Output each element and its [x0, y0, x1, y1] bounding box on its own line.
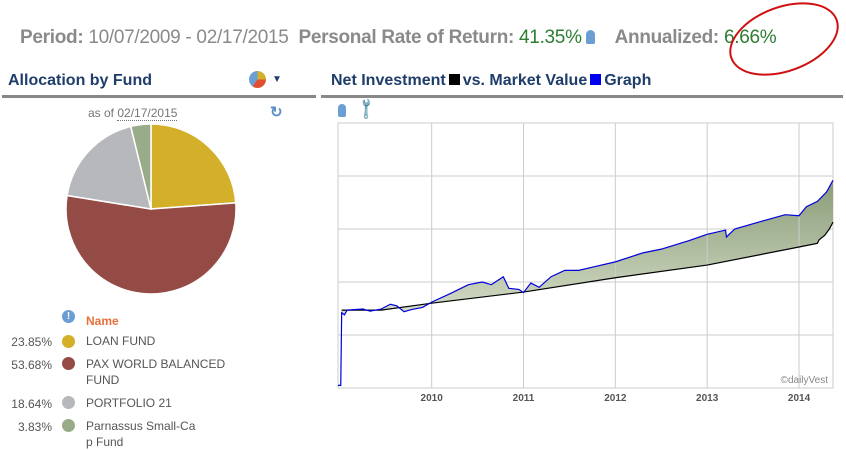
graph-title: Net Investment vs. Market Value Graph	[331, 72, 651, 90]
x-tick-label: 2014	[788, 393, 811, 404]
watermark: ©dailyVest	[781, 375, 829, 386]
allocation-title: Allocation by Fund	[8, 72, 152, 89]
graph-title-market: vs. Market Value	[462, 72, 588, 89]
plot-border	[337, 122, 834, 389]
pie-slice[interactable]	[150, 123, 237, 210]
pie-slice[interactable]	[66, 125, 152, 210]
fund-percent: 3.83%	[17, 420, 52, 434]
pie-slice[interactable]	[129, 123, 152, 210]
fund-name[interactable]: PORTFOLIO 21	[86, 396, 172, 410]
graph-divider	[321, 95, 843, 98]
fund-percent: 53.68%	[11, 358, 52, 372]
fund-name[interactable]: PAX WORLD BALANCED FUND	[86, 357, 226, 387]
as-of-label: as of	[88, 106, 115, 120]
fund-color-dot	[62, 419, 75, 432]
name-column-header[interactable]: Name	[86, 314, 119, 328]
lightbulb-icon[interactable]	[338, 104, 346, 117]
market-value-swatch-icon	[590, 74, 602, 85]
pie-slice[interactable]	[65, 194, 237, 295]
x-tick-label: 2011	[513, 393, 535, 404]
graph-title-net: Net Investment	[331, 72, 446, 89]
prr-label: Personal Rate of Return:	[298, 27, 515, 48]
graph-title-graph: Graph	[604, 72, 652, 89]
as-of-date-value: 02/17/2015	[117, 106, 178, 121]
fund-color-dot	[62, 335, 75, 348]
x-tick-label: 2010	[421, 393, 444, 404]
annualized-value: 6.66%	[723, 27, 777, 48]
fund-color-dot	[62, 396, 75, 409]
x-tick-label: 2013	[696, 393, 719, 404]
fund-color-dot	[62, 357, 75, 370]
period-value: 10/07/2009 - 02/17/2015	[88, 27, 289, 48]
fund-name[interactable]: Parnassus Small-Cap Fund	[86, 419, 196, 449]
chart-type-icon[interactable]	[249, 71, 266, 88]
allocation-divider	[2, 95, 316, 98]
chevron-down-icon[interactable]: ▼	[272, 74, 282, 85]
info-icon[interactable]: !	[62, 310, 75, 323]
annualized-label: Annualized:	[614, 27, 720, 48]
market-value-line	[338, 179, 834, 386]
allocation-pie-chart	[65, 123, 237, 295]
net-investment-swatch-icon	[448, 74, 460, 85]
fund-percent: 18.64%	[11, 397, 52, 411]
as-of-date: as of 02/17/2015	[88, 106, 178, 121]
net-investment-line	[341, 221, 834, 311]
lightbulb-icon[interactable]	[585, 30, 595, 44]
summary-bar: Period: 10/07/2009 - 02/17/2015 Personal…	[20, 27, 777, 49]
prr-value: 41.35%	[519, 27, 582, 48]
fund-name[interactable]: LOAN FUND	[86, 334, 156, 348]
fund-percent: 23.85%	[11, 335, 52, 349]
x-tick-label: 2012	[604, 393, 627, 404]
refresh-icon[interactable]: ↻	[270, 104, 283, 121]
gain-area	[341, 180, 833, 315]
period-label: Period:	[20, 27, 84, 48]
